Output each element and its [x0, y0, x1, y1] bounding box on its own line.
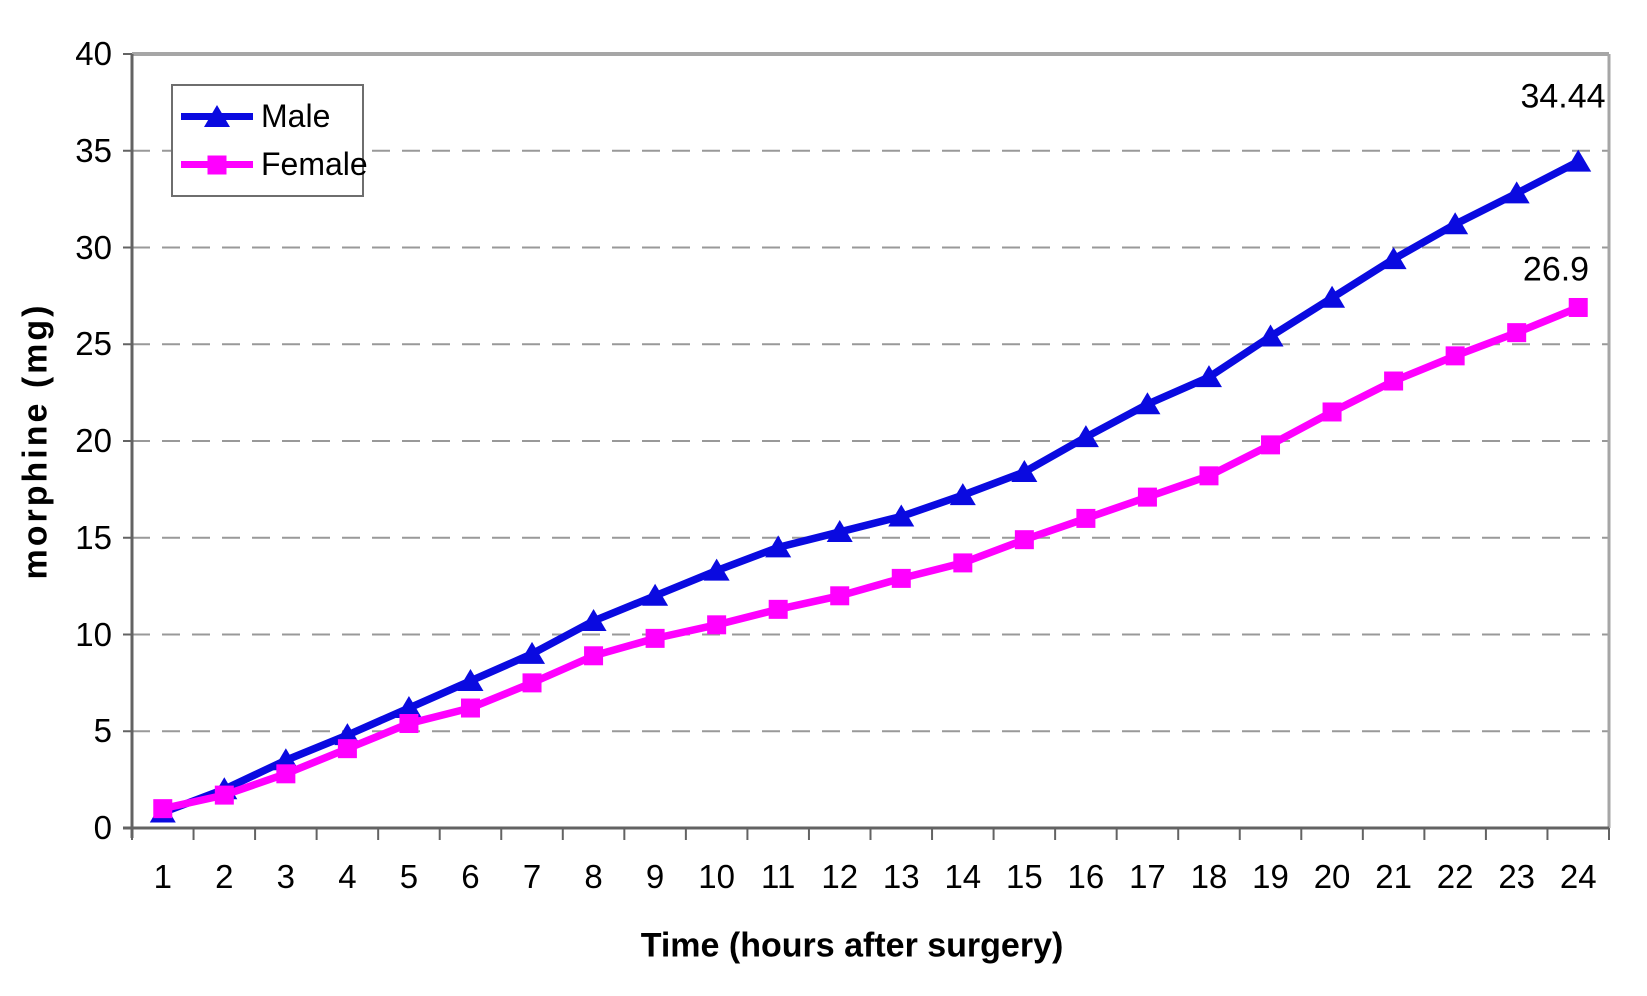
- female-endpoint-value-label: 26.9: [1522, 250, 1590, 289]
- female-marker-8: [584, 646, 604, 666]
- legend-label-male: Male: [261, 97, 331, 134]
- legend-item-male: Male: [181, 98, 362, 135]
- female-marker-12: [830, 586, 850, 606]
- male-marker-23: [1503, 181, 1530, 204]
- male-marker-12: [826, 519, 853, 542]
- x-tick-label-9: 9: [645, 858, 665, 895]
- x-tick-label-12: 12: [821, 858, 859, 895]
- y-tick-label-5: 5: [93, 712, 112, 750]
- x-axis-title: Time (hours after surgery): [640, 926, 1064, 965]
- x-tick-label-11: 11: [761, 858, 796, 895]
- y-tick-label-40: 40: [75, 35, 112, 72]
- x-tick-label-21: 21: [1375, 858, 1412, 895]
- x-tick-label-14: 14: [944, 858, 982, 895]
- male-marker-7: [519, 641, 546, 664]
- x-tick-label-23: 23: [1498, 858, 1536, 895]
- male-marker-15: [1011, 459, 1038, 482]
- male-marker-22: [1442, 212, 1469, 235]
- x-tick-label-2: 2: [215, 858, 234, 895]
- y-tick-label-20: 20: [75, 422, 112, 459]
- female-marker-13: [891, 568, 911, 588]
- male-line-swatch-icon: [181, 105, 253, 128]
- male-marker-9: [642, 583, 669, 606]
- male-marker-5: [395, 696, 422, 719]
- female-marker-4: [337, 739, 357, 759]
- x-tick-label-20: 20: [1313, 858, 1351, 895]
- female-line: [159, 303, 1582, 813]
- x-tick-label-3: 3: [276, 858, 296, 895]
- x-tick-label-24: 24: [1559, 858, 1597, 895]
- male-marker-11: [765, 535, 792, 558]
- female-marker-14: [953, 553, 973, 573]
- female-marker-19: [1261, 435, 1281, 455]
- female-marker-16: [1076, 508, 1096, 528]
- x-tick-label-10: 10: [698, 858, 735, 895]
- male-line: [159, 157, 1582, 817]
- female-marker-24: [1568, 297, 1588, 317]
- x-tick-label-15: 15: [1005, 858, 1043, 895]
- y-axis-title: morphine (mg): [16, 302, 55, 580]
- x-tick-label-17: 17: [1129, 858, 1166, 895]
- x-tick-label-16: 16: [1067, 858, 1105, 895]
- male-marker-13: [888, 504, 915, 527]
- female-marker-9: [645, 628, 665, 648]
- female-marker-11: [768, 599, 788, 619]
- legend-label-female: Female: [261, 146, 368, 183]
- x-tick-label-13: 13: [882, 858, 920, 895]
- female-line-swatch-icon: [181, 155, 253, 175]
- female-marker-3: [276, 764, 296, 784]
- male-marker-6: [457, 668, 484, 691]
- male-marker-17: [1134, 392, 1161, 415]
- x-tick-label-19: 19: [1252, 858, 1289, 895]
- legend-item-female: Female: [181, 146, 368, 183]
- y-tick-label-25: 25: [75, 325, 112, 363]
- male-endpoint-value-label: 34.44: [1520, 77, 1606, 116]
- y-tick-label-35: 35: [75, 131, 112, 169]
- male-triangle-marker-icon: [204, 105, 230, 128]
- female-marker-1: [153, 799, 173, 819]
- male-marker-8: [580, 608, 607, 631]
- x-tick-label-22: 22: [1436, 858, 1474, 895]
- male-marker-16: [1072, 425, 1099, 448]
- female-square-marker-icon: [207, 155, 227, 175]
- x-tick-label-7: 7: [522, 858, 542, 895]
- legend: Male Female: [171, 84, 368, 197]
- female-marker-6: [460, 698, 480, 718]
- male-marker-24: [1565, 149, 1592, 172]
- y-tick-label-0: 0: [93, 809, 112, 846]
- y-tick-label-15: 15: [75, 518, 112, 556]
- female-marker-2: [214, 785, 234, 805]
- female-marker-10: [707, 615, 727, 635]
- male-marker-20: [1319, 285, 1346, 308]
- male-marker-10: [703, 558, 730, 581]
- female-marker-20: [1322, 402, 1342, 422]
- x-tick-label-1: 1: [153, 858, 172, 895]
- male-marker-14: [949, 483, 976, 506]
- x-tick-label-8: 8: [584, 858, 603, 895]
- y-tick-label-10: 10: [75, 615, 112, 653]
- x-tick-label-6: 6: [461, 858, 480, 895]
- y-tick-label-30: 30: [75, 228, 112, 266]
- male-marker-19: [1257, 324, 1284, 347]
- x-tick-label-4: 4: [338, 858, 357, 895]
- x-tick-label-5: 5: [399, 858, 419, 895]
- female-marker-5: [399, 714, 419, 734]
- x-tick-label-18: 18: [1190, 858, 1228, 895]
- female-marker-22: [1445, 346, 1465, 366]
- female-marker-15: [1014, 530, 1034, 550]
- male-marker-18: [1195, 365, 1222, 388]
- female-marker-21: [1384, 371, 1404, 391]
- female-marker-7: [522, 673, 542, 693]
- female-marker-23: [1507, 323, 1527, 343]
- female-marker-17: [1137, 487, 1157, 507]
- female-marker-18: [1199, 466, 1219, 486]
- male-marker-21: [1380, 247, 1407, 270]
